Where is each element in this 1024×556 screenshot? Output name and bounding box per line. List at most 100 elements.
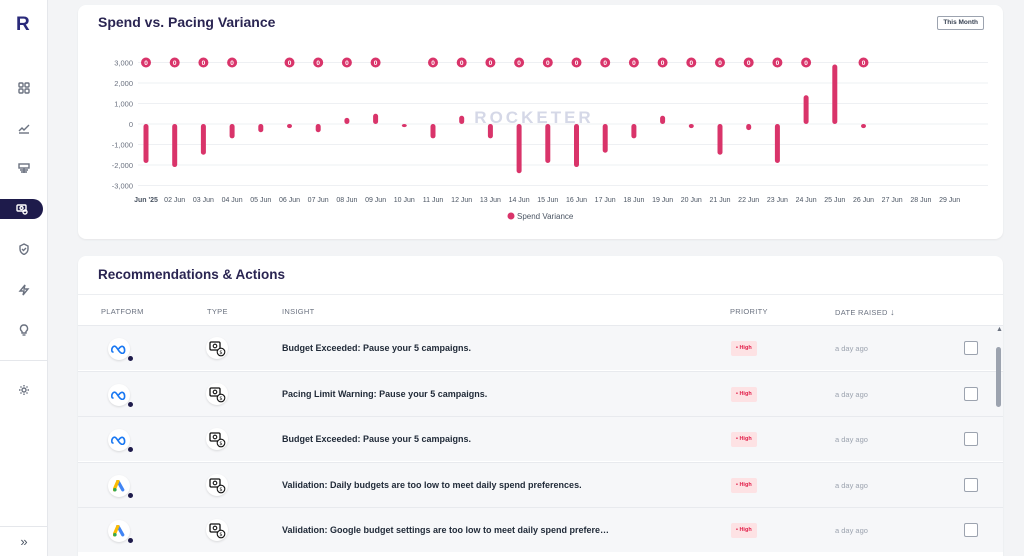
meta-logo-icon — [111, 390, 126, 400]
marker-label: 0 — [747, 60, 751, 67]
x-tick-label: 25 Jun — [824, 197, 845, 204]
table-row[interactable]: $ Validation: Google budget settings are … — [78, 507, 1003, 552]
expand-sidebar-button[interactable]: » — [0, 526, 48, 556]
budget-alert-icon: $ — [209, 341, 226, 357]
type-icon: $ — [206, 382, 228, 405]
insight-text[interactable]: Validation: Google budget settings are t… — [282, 525, 610, 535]
scrollbar[interactable]: ▲ — [996, 326, 1003, 556]
sidebar-item-guard[interactable] — [0, 239, 48, 259]
marker-dot — [514, 57, 525, 68]
x-tick-label: 06 Jun — [279, 197, 300, 204]
y-tick-label: -3,000 — [112, 182, 133, 191]
row-checkbox[interactable] — [964, 477, 978, 492]
sidebar-item-dashboard[interactable] — [0, 78, 48, 98]
row-checkbox[interactable] — [964, 432, 978, 446]
scroll-up-arrow-icon[interactable]: ▲ — [996, 326, 1003, 333]
insight-text[interactable]: Pacing Limit Warning: Pause your 5 campa… — [282, 388, 488, 399]
type-icon: $ — [206, 428, 228, 450]
date-raised: a day ago — [835, 480, 868, 490]
bar — [574, 124, 579, 168]
table-row[interactable]: $ Pacing Limit Warning: Pause your 5 camp… — [78, 370, 1003, 416]
bar — [717, 124, 723, 155]
x-tick-label: 22 Jun — [738, 197, 759, 204]
marker-label: 0 — [575, 60, 579, 67]
sidebar-item-insights[interactable] — [0, 320, 48, 340]
bar — [459, 115, 465, 124]
bar — [315, 124, 321, 133]
table-row[interactable]: $ Budget Exceeded: Pause your 5 campaigns… — [78, 416, 1003, 461]
column-header-priority: PRIORITY — [730, 307, 768, 316]
x-tick-label: 09 Jun — [365, 197, 386, 204]
marker-label: 0 — [517, 60, 521, 67]
budget-alert-icon: $ — [209, 477, 226, 493]
x-tick-label: 23 Jun — [767, 197, 788, 204]
sidebar-item-budget[interactable] — [0, 158, 48, 178]
bar — [487, 124, 493, 139]
x-tick-label: Jun '25 — [134, 197, 158, 204]
bar — [688, 124, 694, 129]
insight-text[interactable]: Budget Exceeded: Pause your 5 campaigns. — [282, 434, 472, 444]
spend-variance-chart: 3,000 2,000 1,000 0 -1,000 -2,000 -3,000 ROCKET… — [112, 57, 988, 221]
marker-label: 0 — [173, 60, 177, 67]
svg-text:$: $ — [219, 396, 222, 402]
marker-dot — [657, 57, 668, 68]
column-header-date-raised[interactable]: DATE RAISED ↓ — [835, 307, 895, 317]
sidebar-item-settings[interactable] — [0, 380, 48, 400]
period-select-button[interactable]: This Month — [937, 16, 984, 30]
column-header-insight: INSIGHT — [282, 307, 315, 316]
type-icon: $ — [206, 519, 228, 541]
status-dot — [128, 492, 133, 498]
marker-dot — [141, 57, 151, 68]
x-tick-label: 19 Jun — [652, 197, 673, 204]
row-checkbox[interactable] — [964, 523, 978, 537]
date-raised: a day ago — [835, 389, 868, 399]
table-row[interactable]: $ Validation: Daily budgets are too low t… — [78, 461, 1003, 507]
marker-dot — [715, 57, 725, 68]
row-checkbox[interactable] — [964, 341, 978, 355]
table-header: PLATFORM TYPE INSIGHT PRIORITY DATE RAIS… — [78, 294, 1003, 325]
bar — [258, 124, 264, 133]
sidebar-item-trends[interactable] — [0, 118, 48, 138]
scrollbar-thumb[interactable] — [996, 347, 1001, 407]
platform-badge — [108, 338, 133, 361]
insight-text[interactable]: Budget Exceeded: Pause your 5 campaigns. — [282, 343, 472, 353]
y-tick-label: 2,000 — [114, 79, 133, 88]
column-header-type: TYPE — [207, 307, 228, 316]
marker-label: 0 — [603, 60, 607, 67]
sidebar-item-spend[interactable] — [0, 199, 43, 219]
trend-chart-icon — [18, 124, 30, 134]
insight-text[interactable]: Validation: Daily budgets are too low to… — [282, 479, 582, 490]
sidebar-divider — [0, 360, 48, 361]
marker-label: 0 — [460, 60, 464, 67]
marker-label: 0 — [202, 60, 206, 67]
date-raised: a day ago — [835, 435, 868, 444]
lightbulb-icon — [19, 324, 29, 336]
marker-dot — [571, 57, 582, 68]
x-tick-label: 13 Jun — [480, 197, 501, 204]
bar — [602, 124, 608, 153]
status-dot — [128, 447, 133, 452]
grid-icon — [18, 82, 30, 94]
svg-text:$: $ — [219, 441, 222, 447]
bar — [545, 124, 551, 163]
marker-dot — [341, 57, 352, 68]
legend-swatch — [507, 212, 515, 220]
app-logo[interactable]: R — [16, 14, 30, 35]
marker-label: 0 — [431, 60, 435, 67]
priority-badge: • High — [731, 477, 757, 493]
type-icon: $ — [206, 473, 228, 496]
meta-logo-icon — [111, 345, 126, 354]
row-checkbox[interactable] — [964, 386, 978, 401]
money-stack-icon — [18, 163, 30, 173]
watermark: ROCKETER — [474, 108, 593, 127]
budget-alert-icon: $ — [209, 523, 226, 539]
status-dot — [128, 401, 133, 407]
marker-dot — [628, 57, 639, 68]
table-row[interactable]: $ Budget Exceeded: Pause your 5 campaigns… — [78, 325, 1003, 370]
marker-label: 0 — [804, 60, 808, 67]
bar — [373, 113, 379, 124]
sidebar-item-automation[interactable] — [0, 280, 48, 300]
budget-alert-icon: $ — [209, 432, 226, 448]
y-tick-label: 1,000 — [114, 100, 133, 109]
bar — [401, 124, 407, 128]
